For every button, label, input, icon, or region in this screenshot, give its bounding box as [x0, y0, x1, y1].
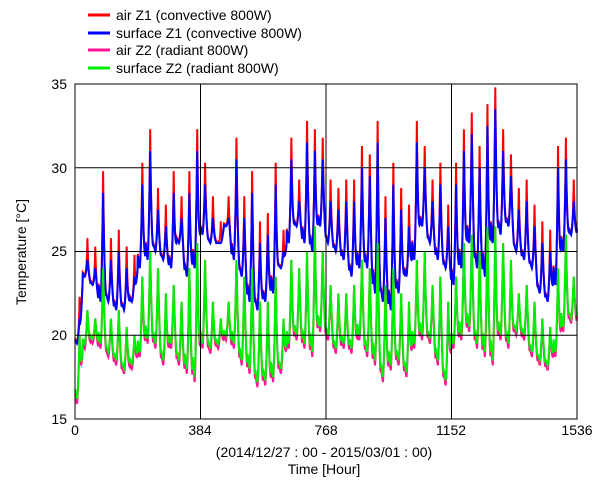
y-axis-label: Temperature [°C]: [13, 199, 29, 305]
x-tick-label: 1152: [436, 422, 466, 438]
legend-entry-air-z2: air Z2 (radiant 800W): [88, 42, 248, 58]
x-tick-label: 768: [314, 422, 338, 438]
plot-frame: [74, 83, 578, 420]
legend-entry-surface-z1: surface Z1 (convective 800W): [88, 25, 302, 41]
y-tick-label: 30: [51, 160, 67, 176]
legend-label-air-z2: air Z2 (radiant 800W): [116, 42, 248, 58]
y-tick-label: 15: [51, 411, 67, 427]
x-tick-label: 384: [188, 422, 212, 438]
x-tick-labels: 0 384 768 1152 1536: [71, 422, 593, 438]
x-tick-label: 1536: [561, 422, 592, 438]
legend-label-surface-z2: surface Z2 (radiant 800W): [116, 60, 279, 76]
y-tick-label: 25: [51, 243, 67, 259]
y-tick-label: 20: [51, 327, 67, 343]
legend-label-air-z1: air Z1 (convective 800W): [116, 7, 272, 23]
x-axis-label: Time [Hour]: [288, 461, 361, 477]
legend-entry-surface-z2: surface Z2 (radiant 800W): [88, 60, 279, 76]
x-tick-label: 0: [71, 422, 79, 438]
y-tick-labels: 15 20 25 30 35: [51, 76, 67, 427]
grid: [75, 84, 577, 419]
y-tick-label: 35: [51, 76, 67, 92]
x-axis-sublabel: (2014/12/27 : 00 - 2015/03/01 : 00): [216, 444, 432, 460]
legend-label-surface-z1: surface Z1 (convective 800W): [116, 25, 302, 41]
legend-entry-air-z1: air Z1 (convective 800W): [88, 7, 272, 23]
legend: air Z1 (convective 800W) surface Z1 (con…: [88, 7, 302, 76]
